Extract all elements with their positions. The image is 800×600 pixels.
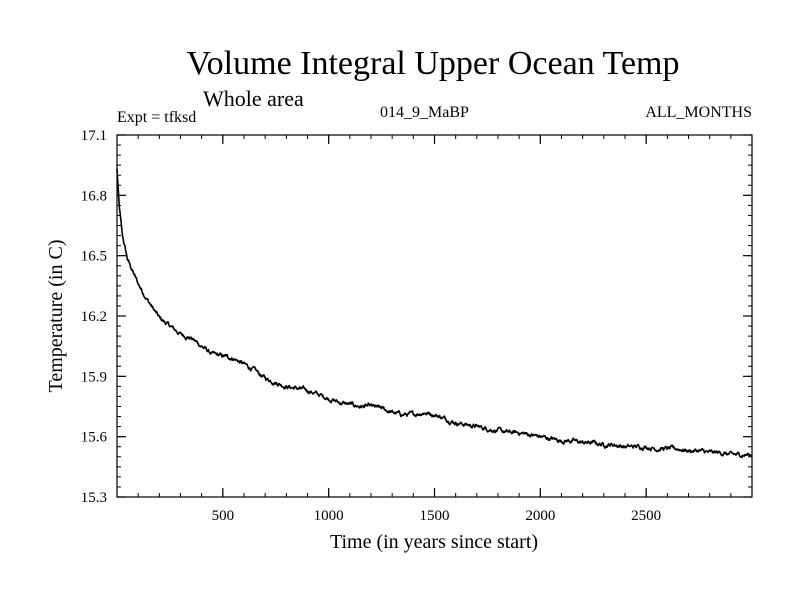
series-line [116, 168, 753, 458]
x-tick-label: 2000 [525, 508, 555, 524]
y-tick-label: 16.8 [81, 188, 107, 204]
months-label: ALL_MONTHS [645, 104, 752, 121]
y-tick-label: 15.3 [81, 490, 107, 506]
y-tick-label: 15.6 [81, 430, 108, 446]
series-layer [116, 168, 753, 458]
y-axis-label: Temperature (in C) [45, 240, 67, 393]
x-axis-label: Time (in years since start) [330, 531, 538, 553]
chart-title: Volume Integral Upper Ocean Temp [187, 45, 680, 82]
x-tick-label: 2500 [631, 508, 661, 524]
chart-subtitle: Whole area [203, 86, 304, 111]
y-tick-label: 16.2 [81, 309, 107, 325]
experiment-label: Expt = tfksd [117, 109, 196, 126]
plot-frame [116, 134, 753, 498]
y-tick-label: 15.9 [81, 369, 107, 385]
y-axis: 15.3 15.6 15.9 16.2 16.5 16.8 17.1 [81, 128, 752, 506]
x-axis: 500 1000 1500 2000 2500 [137, 135, 732, 524]
run-label: 014_9_MaBP [380, 104, 469, 121]
y-tick-label: 16.5 [81, 249, 107, 265]
y-tick-label: 17.1 [81, 128, 107, 144]
x-tick-label: 500 [212, 508, 235, 524]
x-tick-label: 1500 [420, 508, 450, 524]
x-tick-label: 1000 [314, 508, 344, 524]
